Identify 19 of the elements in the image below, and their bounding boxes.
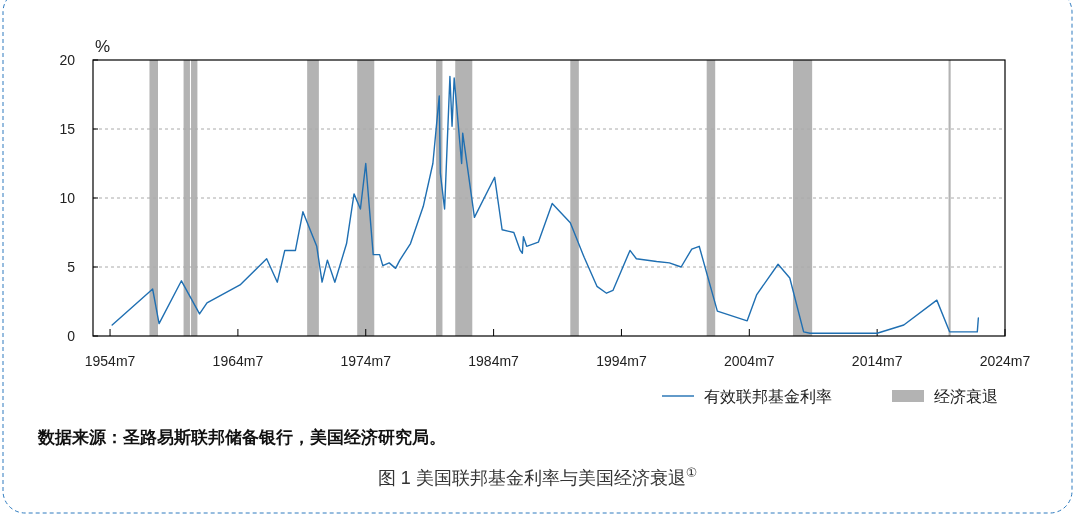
x-tick-label: 2024m7: [979, 353, 1031, 369]
x-tick-label: 1984m7: [468, 353, 520, 369]
text: 图 1 美国联邦基金利率与美国经济衰退$^{①}$: [377, 466, 698, 488]
y-tick-label: 10: [59, 190, 76, 206]
source-note: 数据来源：圣路易斯联邦储备银行，美国经济研究局。: [37, 427, 446, 447]
legend-label: 有效联邦基金利率: [704, 388, 832, 405]
y-tick-label: 15: [59, 121, 76, 137]
x-tick-label: 1964m7: [212, 353, 264, 369]
y-tick-label: 5: [67, 259, 76, 275]
line-series: [111, 75, 980, 334]
x-tick-label: 1974m7: [340, 353, 392, 369]
x-tick-label: 2004m7: [724, 353, 775, 369]
y-axis-title: %: [95, 37, 111, 56]
x-tick-label: 1954m7: [84, 353, 136, 369]
x-tick-label: 2014m7: [851, 353, 903, 369]
y-tick-label: 20: [59, 52, 76, 68]
y-tick-label: 0: [67, 328, 76, 344]
x-tick-label: 1994m7: [596, 353, 647, 369]
legend-label: 经济衰退: [934, 388, 998, 405]
